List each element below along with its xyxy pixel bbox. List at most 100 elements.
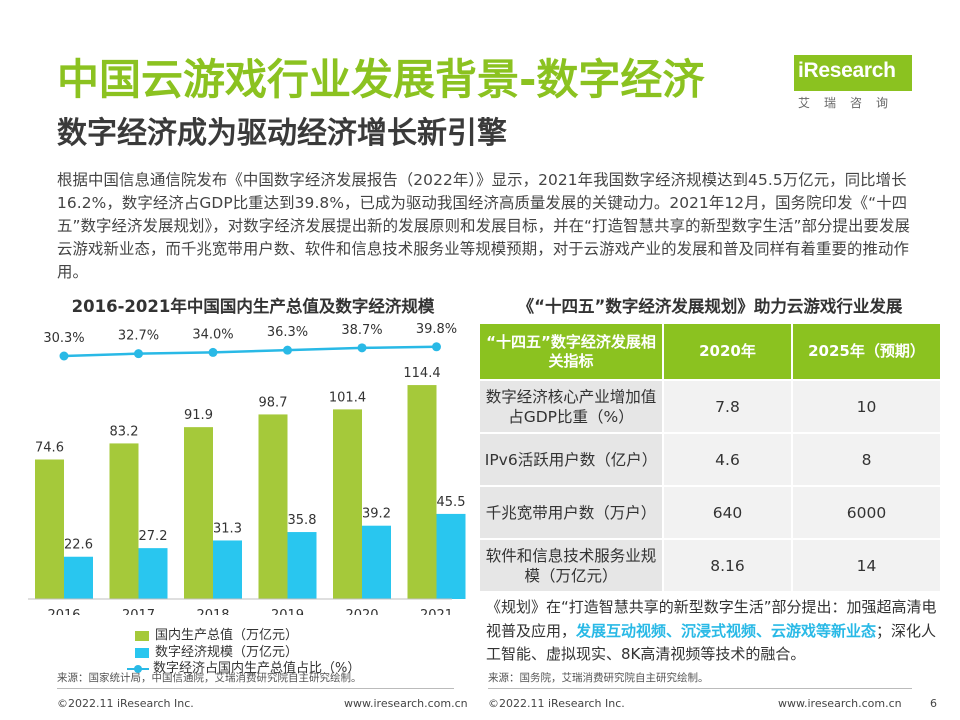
ratio-label-2017: 32.7% bbox=[118, 329, 159, 344]
table-row: IPv6活跃用户数（亿户） 4.6 8 bbox=[480, 434, 940, 487]
legend-ratio-marker bbox=[127, 664, 149, 673]
value-2025-cell: 14 bbox=[793, 540, 940, 593]
ratio-label-2018: 34.0% bbox=[192, 327, 233, 342]
label-gdp-2021: 114.4 bbox=[403, 366, 440, 381]
footer-url-left: www.iresearch.com.cn bbox=[344, 697, 468, 710]
ratio-label-2019: 36.3% bbox=[267, 325, 308, 340]
ratio-point-2019 bbox=[283, 345, 292, 355]
table-header-row: “十四五”数字经济发展相关指标 2020年 2025年（预期） bbox=[480, 324, 940, 381]
table-row: 软件和信息技术服务业规模（万亿元） 8.16 14 bbox=[480, 540, 940, 593]
logo-text: iResearch bbox=[798, 59, 896, 82]
ratio-point-2020 bbox=[357, 343, 367, 353]
plan-indicator-table: “十四五”数字经济发展相关指标 2020年 2025年（预期） 数字经济核心产业… bbox=[480, 324, 940, 593]
label-digital-2019: 35.8 bbox=[288, 513, 317, 528]
bar-digital-2021 bbox=[436, 513, 466, 599]
legend-digital-swatch bbox=[135, 647, 149, 658]
label-digital-2018: 31.3 bbox=[213, 521, 242, 536]
x-tick-group: 2016 2017 2018 2019 2020 2021 bbox=[47, 608, 453, 615]
x-tick-2021: 2021 bbox=[420, 608, 453, 615]
value-2025-cell: 8 bbox=[793, 434, 940, 487]
legend-ratio-label: 数字经济占国内生产总值占比（%） bbox=[153, 661, 361, 676]
value-2025-cell: 10 bbox=[793, 381, 940, 434]
bar-gdp-2021 bbox=[407, 385, 437, 599]
x-tick-2016: 2016 bbox=[47, 608, 80, 615]
indicator-cell: 千兆宽带用户数（万户） bbox=[480, 487, 664, 540]
note-highlight: 发展互动视频、沉浸式视频、云游戏等新业态 bbox=[576, 621, 877, 640]
header-indicator: “十四五”数字经济发展相关指标 bbox=[480, 324, 664, 381]
legend-gdp-label: 国内生产总值（万亿元） bbox=[155, 628, 299, 643]
chart-title: 2016-2021年中国国内生产总值及数字经济规模 bbox=[71, 297, 435, 316]
label-digital-2020: 39.2 bbox=[362, 507, 391, 522]
iresearch-logo: iResearch 艾瑞咨询 bbox=[794, 47, 912, 112]
ratio-label-2016: 30.3% bbox=[43, 331, 84, 346]
ratio-label-2021: 39.8% bbox=[416, 322, 457, 337]
ratio-line bbox=[63, 345, 437, 358]
page-number: 6 bbox=[930, 697, 937, 710]
bar-digital-2018 bbox=[213, 540, 242, 599]
ratio-point-2016 bbox=[59, 351, 69, 361]
x-tick-2020: 2020 bbox=[345, 608, 378, 615]
legend-gdp-swatch bbox=[135, 630, 149, 641]
footer-copyright-right: ©2022.11 iResearch Inc. bbox=[488, 697, 625, 710]
note-suffix: ；深化人工智能、虚拟现实、8K高清视频等技术的融合。 bbox=[486, 621, 937, 664]
legend-ratio: 数字经济占国内生产总值占比（%） bbox=[127, 657, 360, 676]
plan-note: 《规划》在“打造智慧共享的新型数字生活”部分提出：加强超高清电视普及应用，发展互… bbox=[486, 596, 938, 667]
chart-source: 来源：国家统计局，中国信通院，艾瑞消费研究院自主研究绘制。 bbox=[57, 672, 362, 684]
bar-gdp-2016 bbox=[35, 459, 64, 599]
table-source: 来源：国务院，艾瑞消费研究院自主研究绘制。 bbox=[488, 672, 709, 684]
bar-digital-2019 bbox=[287, 532, 317, 599]
indicator-cell: 软件和信息技术服务业规模（万亿元） bbox=[480, 540, 664, 593]
label-gdp-2019: 98.7 bbox=[259, 395, 288, 410]
label-gdp-2016: 74.6 bbox=[35, 440, 64, 455]
logo-tile bbox=[794, 55, 912, 91]
bar-digital-2017 bbox=[138, 548, 168, 599]
indicator-cell: 数字经济核心产业增加值占GDP比重（%） bbox=[480, 381, 664, 434]
ratio-point-2018 bbox=[208, 347, 218, 357]
page-subtitle: 数字经济成为驱动经济增长新引擎 bbox=[57, 116, 507, 151]
bar-digital-2016 bbox=[64, 556, 93, 599]
value-2020-cell: 640 bbox=[664, 487, 793, 540]
header-2025: 2025年（预期） bbox=[793, 324, 940, 381]
ratio-line-group bbox=[59, 342, 441, 361]
legend-gdp: 国内生产总值（万亿元） bbox=[135, 624, 298, 643]
bar-gdp-2017 bbox=[109, 443, 139, 599]
ratio-point-2017 bbox=[134, 349, 143, 359]
legend-digital: 数字经济规模（万亿元） bbox=[135, 641, 298, 660]
footer-divider-left bbox=[57, 688, 454, 689]
x-tick-2018: 2018 bbox=[196, 608, 229, 615]
indicator-cell: IPv6活跃用户数（亿户） bbox=[480, 434, 664, 487]
x-tick-2017: 2017 bbox=[122, 608, 155, 615]
bar-gdp-2020 bbox=[333, 409, 362, 599]
bar-gdp-2018 bbox=[184, 427, 213, 599]
table-row: 千兆宽带用户数（万户） 640 6000 bbox=[480, 487, 940, 540]
note-prefix: 《规划》在“打造智慧共享的新型数字生活”部分提出：加强超高清电视普及应用， bbox=[486, 598, 937, 640]
table-row: 数字经济核心产业增加值占GDP比重（%） 7.8 10 bbox=[480, 381, 940, 434]
bar-gdp-2019 bbox=[258, 414, 288, 599]
ratio-label-2020: 38.7% bbox=[341, 323, 382, 338]
footer-divider-right bbox=[488, 688, 912, 689]
data-label-group: 74.6 22.6 83.2 27.2 91.9 31.3 98.7 35.8 101.4 39.… bbox=[35, 322, 465, 553]
intro-paragraph: 根据中国信息通信院发布《中国数字经济发展报告（2022年）》显示，2021年我国… bbox=[57, 171, 911, 281]
value-2020-cell: 7.8 bbox=[664, 381, 793, 434]
gdp-digital-economy-chart: 74.6 22.6 83.2 27.2 91.9 31.3 98.7 35.8 101.4 39.… bbox=[28, 322, 466, 615]
page-title: 中国云游戏行业发展背景-数字经济 bbox=[57, 55, 705, 104]
label-gdp-2018: 91.9 bbox=[184, 408, 213, 423]
x-tick-2019: 2019 bbox=[271, 608, 304, 615]
bar-digital-2020 bbox=[362, 525, 391, 599]
legend-digital-label: 数字经济规模（万亿元） bbox=[155, 645, 299, 660]
label-gdp-2020: 101.4 bbox=[329, 390, 366, 405]
value-2020-cell: 8.16 bbox=[664, 540, 793, 593]
label-digital-2016: 22.6 bbox=[64, 538, 93, 553]
footer-copyright-left: ©2022.11 iResearch Inc. bbox=[57, 697, 194, 710]
value-2025-cell: 6000 bbox=[793, 487, 940, 540]
logo-subtext: 艾瑞咨询 bbox=[798, 96, 903, 110]
bar-group bbox=[35, 385, 466, 599]
header-2020: 2020年 bbox=[664, 324, 793, 381]
label-digital-2021: 45.5 bbox=[437, 495, 466, 510]
ratio-point-2021 bbox=[432, 342, 441, 352]
label-gdp-2017: 83.2 bbox=[110, 424, 139, 439]
value-2020-cell: 4.6 bbox=[664, 434, 793, 487]
footer-url-right: www.iresearch.com.cn bbox=[778, 697, 902, 710]
table-title: 《“十四五”数字经济发展规划》助力云游戏行业发展 bbox=[517, 297, 903, 316]
label-digital-2017: 27.2 bbox=[139, 529, 168, 544]
